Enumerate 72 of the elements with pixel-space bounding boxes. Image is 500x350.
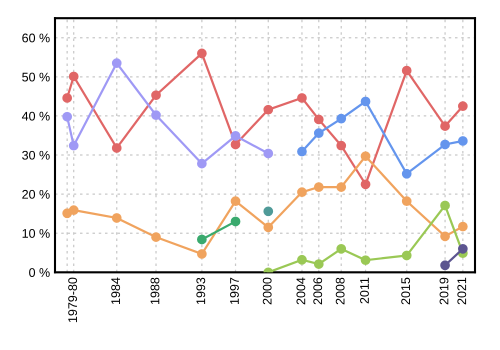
- point: [458, 101, 468, 112]
- point: [458, 222, 468, 232]
- x-tick-label: 2006: [313, 278, 322, 304]
- y-tick-label: 50 %: [22, 72, 50, 82]
- point: [440, 200, 450, 210]
- point: [230, 196, 240, 206]
- point: [402, 168, 412, 179]
- y-tick-label: 10 %: [22, 229, 50, 238]
- y-tick-label: 60 %: [22, 34, 50, 42]
- x-tick-label: 1979-80: [68, 278, 78, 322]
- point: [230, 140, 240, 150]
- y-tick-label: 30 %: [22, 150, 50, 160]
- x-tick-label: 2004: [296, 278, 306, 304]
- point: [263, 104, 274, 115]
- point: [197, 158, 207, 168]
- point: [230, 131, 240, 141]
- point: [297, 93, 307, 103]
- point: [263, 206, 274, 216]
- x-tick-label: 1984: [111, 278, 120, 304]
- point: [151, 90, 161, 100]
- point: [68, 72, 79, 82]
- point: [360, 96, 370, 106]
- point: [68, 140, 79, 150]
- point: [197, 234, 207, 244]
- y-tick-label: 20 %: [22, 190, 50, 199]
- point: [402, 250, 412, 260]
- point: [151, 110, 161, 120]
- point: [360, 151, 370, 162]
- x-tick-label: 2008: [336, 278, 345, 304]
- y-tick-label: 0 %: [29, 268, 50, 277]
- point: [314, 128, 324, 138]
- point: [68, 205, 79, 216]
- point: [62, 93, 72, 103]
- point: [458, 136, 468, 146]
- point: [151, 232, 161, 242]
- x-tick-label: 2015: [401, 278, 410, 304]
- point: [336, 114, 346, 124]
- point: [360, 255, 370, 266]
- point: [458, 244, 468, 254]
- x-tick-label: 2019: [440, 278, 448, 304]
- point: [440, 140, 450, 150]
- point: [402, 196, 412, 206]
- x-tick-label: 1997: [230, 278, 239, 304]
- point: [402, 66, 412, 76]
- point: [112, 213, 122, 223]
- x-tick-label: 2021: [457, 278, 466, 304]
- point: [112, 58, 122, 68]
- x-tick-label: 2000: [262, 278, 272, 304]
- y-tick-label: 40 %: [22, 112, 50, 121]
- point: [263, 222, 274, 232]
- point: [336, 182, 346, 192]
- point: [336, 140, 346, 150]
- point: [360, 179, 370, 190]
- point: [314, 114, 324, 124]
- point: [297, 187, 307, 198]
- x-tick-label: 1993: [196, 278, 206, 304]
- point: [230, 216, 240, 226]
- point: [197, 249, 207, 259]
- point: [314, 259, 324, 269]
- point: [336, 244, 346, 254]
- point: [297, 254, 307, 265]
- point: [197, 48, 207, 58]
- point: [440, 231, 450, 242]
- point: [297, 146, 307, 156]
- point: [314, 182, 324, 192]
- x-tick-label: 1988: [150, 278, 160, 304]
- point: [112, 143, 122, 153]
- point: [440, 121, 450, 131]
- x-tick-label: 2011: [360, 278, 369, 304]
- point: [263, 148, 274, 158]
- point: [62, 112, 72, 122]
- point: [440, 260, 450, 270]
